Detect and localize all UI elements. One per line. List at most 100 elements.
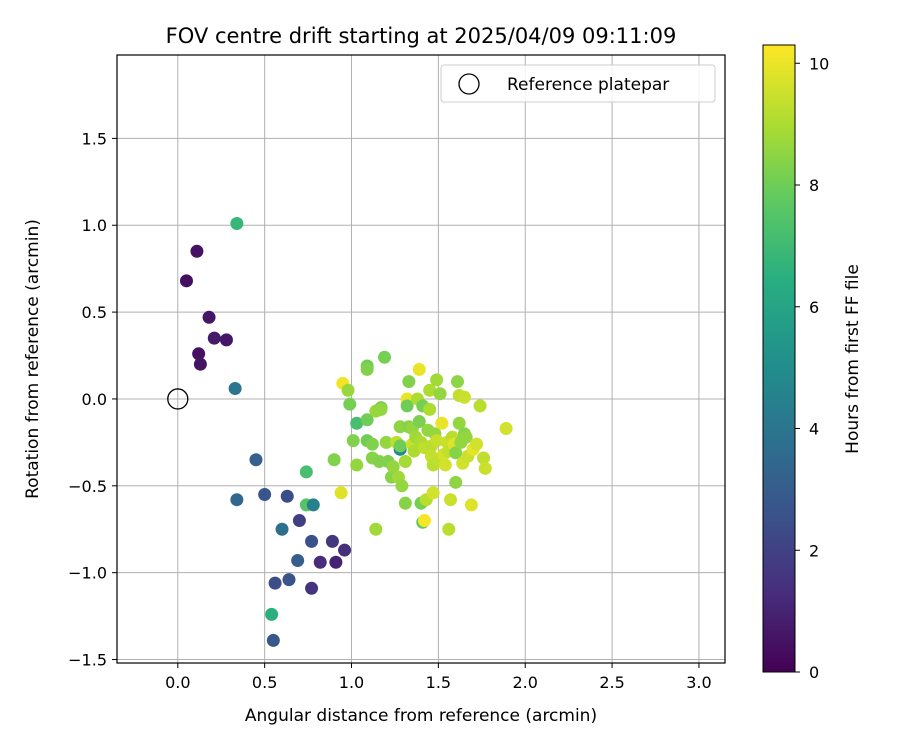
data-point: [452, 416, 466, 430]
colorbar-tick-label: 4: [809, 420, 819, 439]
x-axis-ticks: 0.0 0.5 1.0 1.5 2.0 2.5 3.0: [165, 663, 712, 692]
data-point: [360, 362, 374, 376]
data-point: [379, 435, 393, 449]
chart-title: FOV centre drift starting at 2025/04/09 …: [166, 24, 677, 48]
data-point: [412, 362, 426, 376]
x-tick-label: 0.5: [252, 673, 277, 692]
legend-open-circle-marker: [458, 73, 480, 95]
colorbar-gradient: [762, 44, 796, 673]
data-point: [346, 434, 360, 448]
data-point: [473, 399, 487, 413]
data-point: [249, 453, 263, 467]
data-point: [464, 498, 478, 512]
data-point: [313, 555, 327, 569]
colorbar-tick-label: 6: [809, 298, 819, 317]
x-tick-label: 2.5: [599, 673, 624, 692]
data-point: [299, 465, 313, 479]
data-point: [365, 437, 379, 451]
data-point: [329, 555, 343, 569]
data-point: [395, 479, 409, 493]
x-tick-label: 3.0: [686, 673, 711, 692]
x-tick-label: 1.5: [426, 673, 451, 692]
data-point: [202, 310, 216, 324]
data-point: [407, 444, 421, 458]
reference-marker: [167, 388, 189, 410]
data-point: [179, 274, 193, 288]
data-point: [398, 454, 412, 468]
data-point: [433, 387, 447, 401]
data-point: [499, 421, 513, 435]
data-point: [444, 493, 458, 507]
data-point: [192, 347, 206, 361]
data-points: [179, 217, 513, 647]
data-point: [334, 486, 348, 500]
x-axis-label: Angular distance from reference (arcmin): [245, 706, 597, 726]
data-point: [393, 439, 407, 453]
colorbar: 0 2 4 6 8 10 Hours from first FF file: [762, 44, 863, 682]
data-point: [230, 217, 244, 231]
data-point: [360, 413, 374, 427]
data-point: [280, 489, 294, 503]
data-point: [435, 416, 449, 430]
data-point: [265, 607, 279, 621]
data-point: [378, 350, 392, 364]
data-point: [228, 382, 242, 396]
y-tick-label: −1.0: [68, 564, 107, 583]
data-point: [306, 498, 320, 512]
data-point: [268, 576, 282, 590]
plot-frame: [116, 54, 726, 664]
data-point: [386, 460, 400, 474]
data-point: [423, 383, 437, 397]
colorbar-label: Hours from first FF file: [843, 264, 863, 454]
data-point: [402, 375, 416, 389]
data-point: [341, 383, 355, 397]
data-point: [477, 451, 491, 465]
data-point: [291, 554, 305, 568]
x-tick-label: 2.0: [513, 673, 538, 692]
data-point: [219, 333, 233, 347]
data-point: [438, 458, 452, 472]
y-axis-label: Rotation from reference (arcmin): [23, 219, 43, 499]
data-point: [459, 430, 473, 444]
data-point: [450, 375, 464, 389]
y-tick-label: −0.5: [68, 477, 107, 496]
data-point: [343, 397, 357, 411]
data-point: [423, 402, 437, 416]
data-point: [350, 458, 364, 472]
data-point: [207, 331, 221, 345]
data-point: [374, 402, 388, 416]
data-point: [398, 496, 412, 510]
data-point: [338, 543, 352, 557]
data-point: [400, 399, 414, 413]
data-point: [369, 522, 383, 536]
data-point: [449, 446, 463, 460]
colorbar-tick-label: 8: [809, 176, 819, 195]
data-point: [449, 475, 463, 489]
legend: Reference platepar: [440, 64, 716, 103]
y-tick-label: 0.0: [82, 390, 107, 409]
colorbar-tick-label: 0: [809, 663, 819, 682]
data-point: [305, 581, 319, 595]
data-point: [327, 453, 341, 467]
data-point: [325, 534, 339, 548]
data-point: [282, 573, 296, 587]
data-point: [417, 514, 431, 528]
data-point: [266, 633, 280, 647]
y-tick-label: 1.0: [82, 216, 107, 235]
y-tick-label: 1.5: [82, 129, 107, 148]
colorbar-ticks: 0 2 4 6 8 10: [795, 54, 829, 682]
y-tick-label: −1.5: [68, 651, 107, 670]
reference-platepar-circle: [167, 388, 189, 410]
data-point: [350, 416, 364, 430]
data-point: [275, 522, 289, 536]
data-point: [478, 461, 492, 475]
data-point: [412, 415, 426, 429]
data-point: [230, 493, 244, 507]
data-point: [457, 390, 471, 404]
x-tick-label: 1.0: [339, 673, 364, 692]
grid: [117, 55, 725, 663]
legend-entry-label: Reference platepar: [507, 75, 669, 95]
colorbar-tick-label: 2: [809, 541, 819, 560]
y-axis-ticks: −1.5 −1.0 −0.5 0.0 0.5 1.0 1.5: [68, 129, 117, 670]
data-point: [430, 373, 444, 387]
